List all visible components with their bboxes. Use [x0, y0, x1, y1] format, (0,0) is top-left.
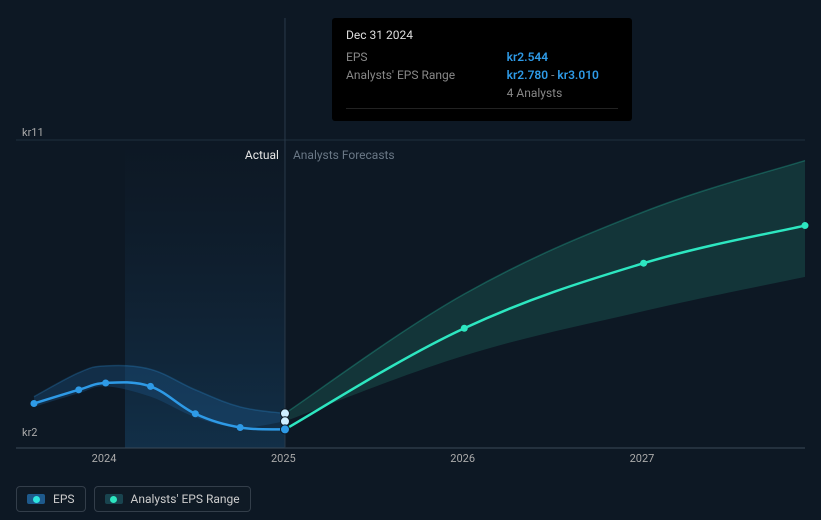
tooltip-date: Dec 31 2024	[346, 28, 618, 42]
y-tick-low: kr2	[22, 426, 38, 439]
chart-legend: EPS Analysts' EPS Range	[16, 486, 251, 512]
legend-item-eps[interactable]: EPS	[16, 486, 86, 512]
chart-container: kr11 kr2 Actual Analysts Forecasts 2024 2…	[0, 0, 821, 520]
x-tick: 2025	[271, 452, 296, 465]
y-tick-high: kr11	[22, 126, 44, 139]
x-tick: 2026	[450, 452, 475, 465]
x-tick: 2024	[92, 452, 117, 465]
region-label-forecast: Analysts Forecasts	[293, 148, 395, 162]
tooltip-analyst-count: 4 Analysts	[507, 84, 618, 102]
x-tick: 2027	[630, 452, 655, 465]
tooltip-range-label: Analysts' EPS Range	[346, 66, 507, 84]
tooltip-eps-label: EPS	[346, 48, 507, 66]
legend-label: Analysts' EPS Range	[131, 492, 240, 506]
legend-item-range[interactable]: Analysts' EPS Range	[94, 486, 251, 512]
legend-label: EPS	[53, 492, 75, 506]
legend-swatch	[105, 494, 123, 504]
chart-tooltip: Dec 31 2024 EPS kr2.544 Analysts' EPS Ra…	[332, 18, 632, 121]
tooltip-range-value: kr2.780 - kr3.010	[507, 66, 618, 84]
tooltip-eps-value: kr2.544	[507, 48, 618, 66]
region-label-actual: Actual	[245, 148, 279, 162]
legend-swatch	[27, 494, 45, 504]
